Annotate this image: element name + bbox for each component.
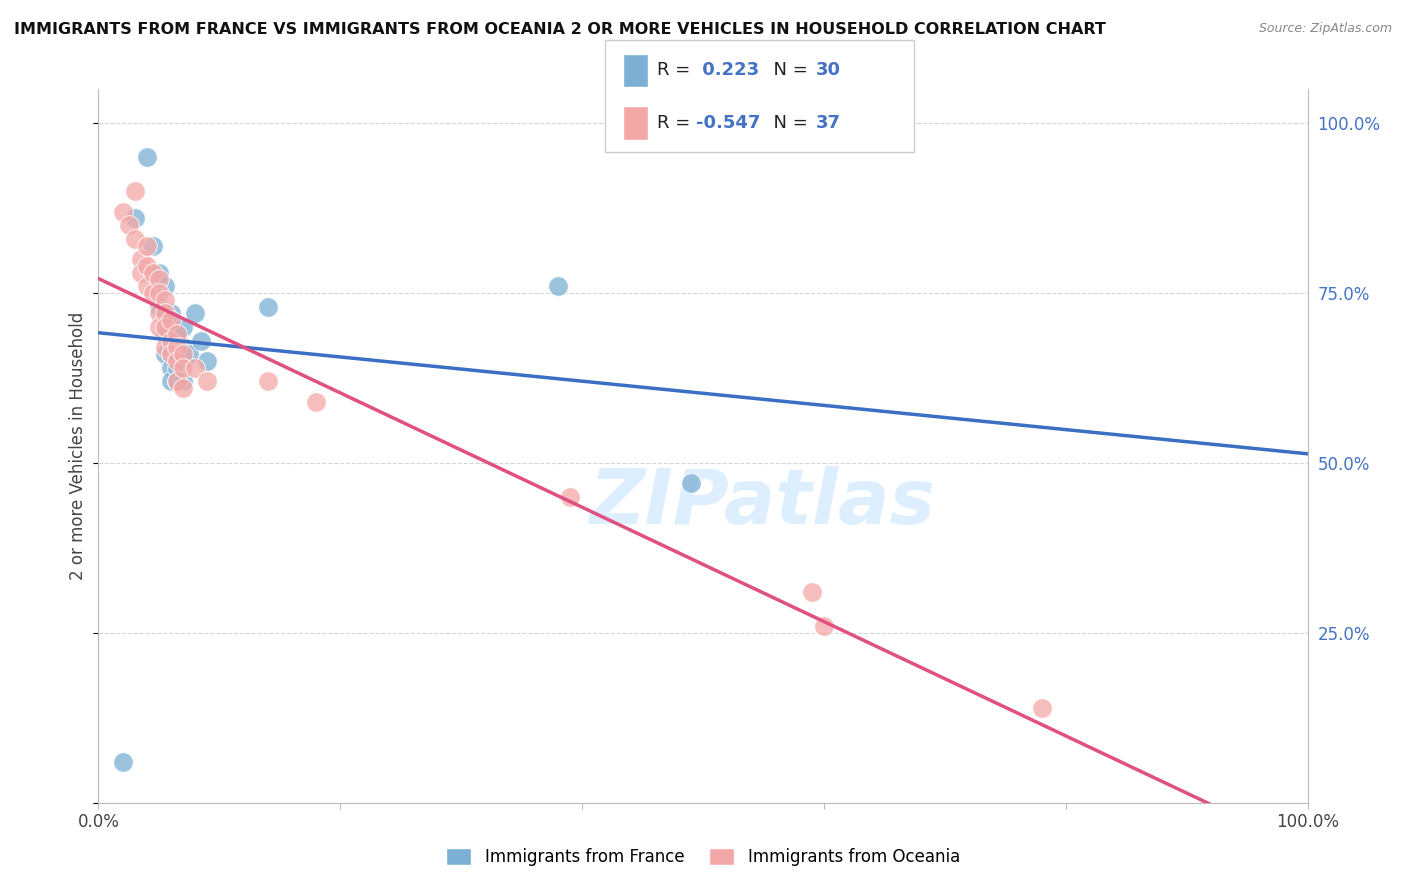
Point — [135, 279, 157, 293]
Point — [142, 238, 165, 252]
Point — [160, 306, 183, 320]
Point — [148, 300, 170, 314]
Point — [148, 272, 170, 286]
Point — [129, 252, 152, 266]
Point — [124, 232, 146, 246]
Point — [1031, 700, 1053, 714]
Point — [142, 286, 165, 301]
Legend: Immigrants from France, Immigrants from Oceania: Immigrants from France, Immigrants from … — [440, 841, 966, 873]
Point — [558, 490, 581, 504]
Point — [148, 266, 170, 280]
Point — [172, 375, 194, 389]
Text: 0.223: 0.223 — [696, 62, 759, 79]
Text: R =: R = — [657, 114, 696, 132]
Point — [166, 375, 188, 389]
Point — [179, 347, 201, 361]
Point — [547, 279, 569, 293]
Point — [148, 286, 170, 301]
Point — [135, 150, 157, 164]
Text: Source: ZipAtlas.com: Source: ZipAtlas.com — [1258, 22, 1392, 36]
Point — [153, 347, 176, 361]
Point — [305, 394, 328, 409]
Point — [160, 347, 183, 361]
Point — [118, 218, 141, 232]
Point — [172, 320, 194, 334]
Point — [129, 266, 152, 280]
Point — [256, 300, 278, 314]
Point — [256, 375, 278, 389]
Point — [153, 320, 176, 334]
Point — [160, 334, 183, 348]
Point — [111, 204, 134, 219]
Point — [148, 306, 170, 320]
Point — [166, 354, 188, 368]
Text: -0.547: -0.547 — [696, 114, 761, 132]
Point — [160, 326, 183, 341]
Point — [172, 360, 194, 375]
Text: IMMIGRANTS FROM FRANCE VS IMMIGRANTS FROM OCEANIA 2 OR MORE VEHICLES IN HOUSEHOL: IMMIGRANTS FROM FRANCE VS IMMIGRANTS FRO… — [14, 22, 1107, 37]
Point — [160, 375, 183, 389]
Point — [195, 375, 218, 389]
Point — [153, 306, 176, 320]
Point — [160, 360, 183, 375]
Point — [800, 585, 823, 599]
Point — [148, 320, 170, 334]
Point — [153, 293, 176, 307]
Point — [195, 354, 218, 368]
Point — [813, 619, 835, 633]
Point — [135, 259, 157, 273]
Point — [172, 347, 194, 361]
Point — [135, 238, 157, 252]
Point — [160, 347, 183, 361]
Point — [184, 306, 207, 320]
Text: 37: 37 — [815, 114, 841, 132]
Point — [172, 381, 194, 395]
Point — [172, 354, 194, 368]
Point — [172, 341, 194, 355]
Point — [166, 326, 188, 341]
Point — [153, 279, 176, 293]
Point — [124, 211, 146, 226]
Point — [166, 347, 188, 361]
Text: ZIPatlas: ZIPatlas — [591, 467, 936, 540]
Point — [124, 184, 146, 198]
Point — [160, 313, 183, 327]
Point — [166, 360, 188, 375]
Point — [111, 755, 134, 769]
Point — [153, 306, 176, 320]
Point — [153, 341, 176, 355]
Point — [679, 476, 702, 491]
Point — [166, 326, 188, 341]
Point — [166, 341, 188, 355]
Text: N =: N = — [762, 62, 814, 79]
Point — [166, 375, 188, 389]
Point — [153, 326, 176, 341]
Point — [184, 360, 207, 375]
Text: 30: 30 — [815, 62, 841, 79]
Point — [190, 334, 212, 348]
Text: N =: N = — [762, 114, 814, 132]
Y-axis label: 2 or more Vehicles in Household: 2 or more Vehicles in Household — [69, 312, 87, 580]
Text: R =: R = — [657, 62, 696, 79]
Point — [142, 266, 165, 280]
